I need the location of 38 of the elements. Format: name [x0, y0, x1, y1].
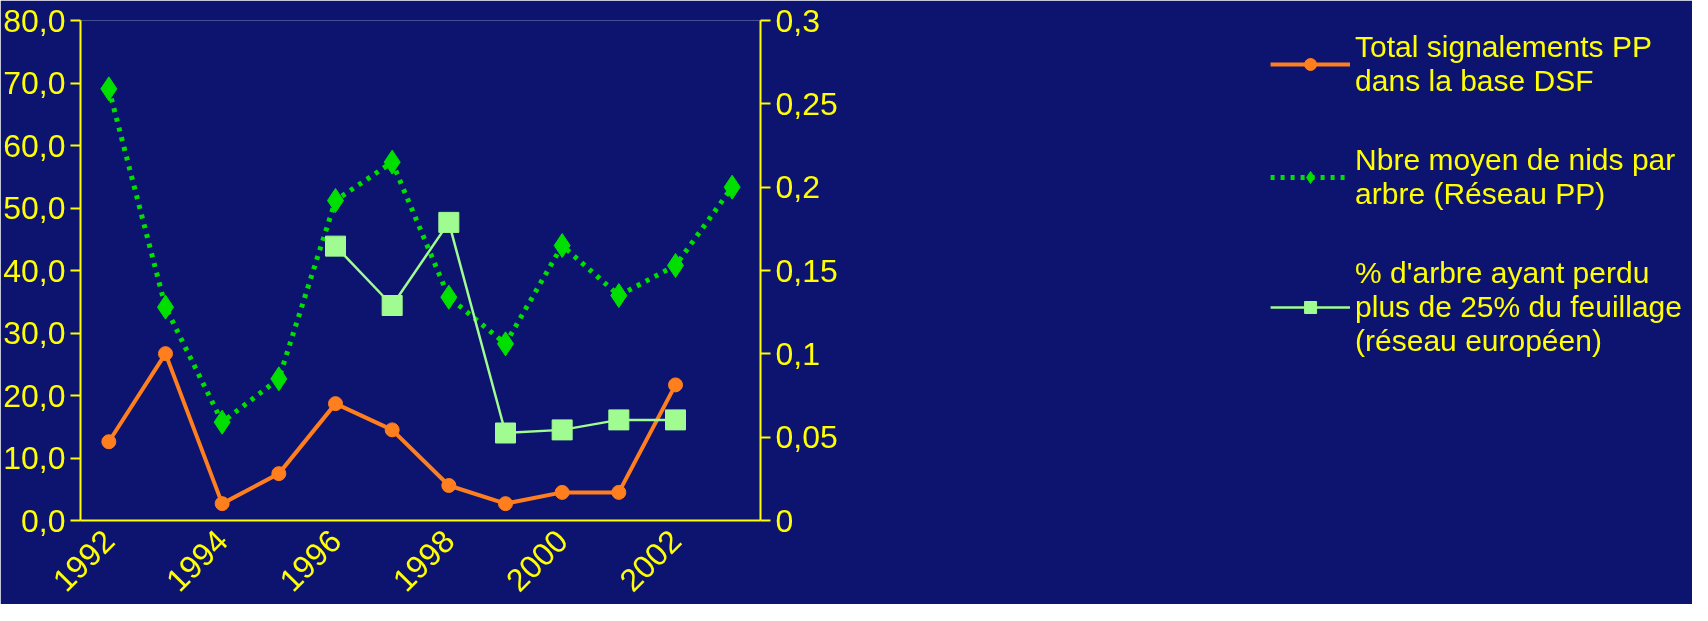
y-tick-label: 10,0 — [3, 440, 66, 476]
y2-tick-label: 0,3 — [775, 2, 820, 39]
point — [665, 409, 686, 431]
y-tick-label: 40,0 — [3, 252, 66, 289]
point — [668, 377, 683, 393]
point — [441, 478, 457, 493]
y2-tick-label: 0,25 — [775, 85, 838, 122]
point — [611, 484, 627, 500]
legend-label: % d'arbre ayant perdu plus de 25% du feuillage (réseau européen) — [1355, 256, 1682, 358]
point — [495, 422, 516, 444]
y-tick-label: 30,0 — [3, 315, 66, 351]
point — [610, 283, 628, 308]
point — [214, 496, 230, 512]
point — [101, 434, 117, 450]
y-tick-label: 50,0 — [3, 190, 66, 226]
point — [551, 419, 573, 441]
y-tick-label: 70,0 — [3, 65, 66, 101]
y2-tick-label: 0 — [775, 502, 794, 539]
point — [438, 211, 460, 233]
y2-tick-label: 0,05 — [775, 419, 838, 456]
y2-tick-label: 0,2 — [775, 169, 820, 206]
legend-label: Nbre moyen de nids par arbre (Réseau PP) — [1355, 143, 1676, 211]
y2-tick-label: 0,1 — [775, 335, 820, 372]
y-tick-label: 80,0 — [3, 2, 66, 39]
point — [328, 396, 343, 412]
point — [554, 484, 570, 500]
point — [325, 235, 346, 257]
y-tick-label: 60,0 — [3, 127, 66, 164]
legend-label: Total signalements PP dans la base DSF — [1355, 30, 1652, 98]
y2-tick-label: 0,15 — [775, 252, 838, 289]
point — [553, 233, 571, 258]
point — [271, 466, 287, 482]
point — [608, 409, 630, 431]
point — [381, 295, 403, 316]
point — [158, 346, 173, 362]
point — [498, 496, 513, 512]
y-tick-label: 20,0 — [3, 377, 66, 414]
point — [384, 422, 400, 438]
